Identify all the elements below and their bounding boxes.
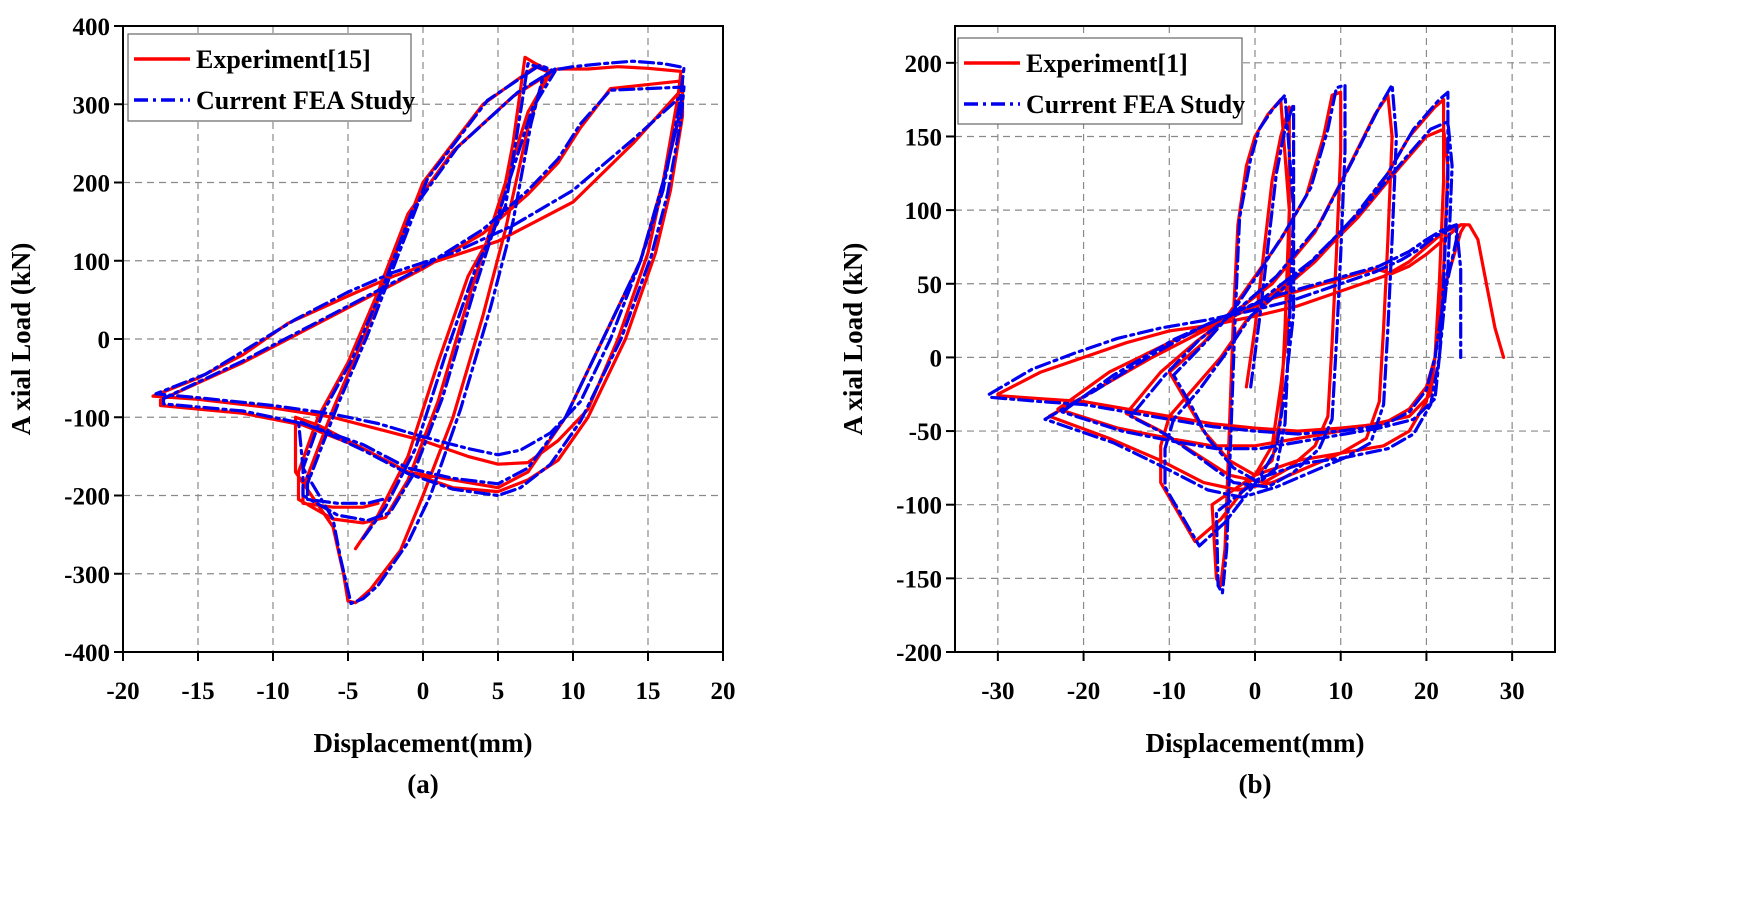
y-tick-label: -200 — [64, 484, 110, 511]
x-tick-label: -15 — [181, 678, 214, 705]
y-axis-label-a: A xial Load (kN) — [6, 243, 36, 436]
x-tick-label: -20 — [106, 678, 139, 705]
x-tick-label: -10 — [1153, 678, 1186, 705]
y-tick-label: 100 — [73, 249, 111, 276]
x-tick-label: 20 — [1414, 678, 1439, 705]
x-tick-label: 0 — [417, 678, 430, 705]
legend-b: Experiment[1] Current FEA Study — [957, 37, 1245, 125]
x-tick-label: 10 — [1328, 678, 1353, 705]
y-tick-label: -100 — [896, 493, 942, 520]
x-tick-label: -30 — [981, 678, 1014, 705]
y-tick-label: -200 — [896, 640, 942, 667]
legend-label-experiment: Experiment[1] — [1026, 49, 1188, 78]
series-layer-b — [987, 83, 1506, 595]
y-tick-label: -150 — [896, 566, 942, 593]
y-tick-label: 50 — [917, 272, 942, 299]
caption-a: (a) — [407, 769, 438, 799]
legend-a: Experiment[15] Current FEA Study — [127, 33, 415, 122]
y-tick-label: 0 — [930, 345, 943, 372]
x-tick-label: -10 — [256, 678, 289, 705]
legend-label-fea: Current FEA Study — [196, 86, 415, 115]
y-tick-label: 200 — [905, 51, 943, 78]
ticks-b: -30 -20 -10 0 10 20 30200150100500-50-100-150-… — [896, 51, 1524, 705]
x-tick-label: 15 — [636, 678, 661, 705]
y-tick-label: 400 — [73, 14, 111, 41]
x-tick-label: 5 — [492, 678, 505, 705]
y-tick-label: 100 — [905, 198, 943, 225]
series-line-current-fea-study — [154, 59, 686, 606]
y-tick-label: -100 — [64, 405, 110, 432]
x-axis-label-b: Displacement(mm) — [1146, 728, 1365, 758]
x-tick-label: 10 — [561, 678, 586, 705]
legend-box-a — [127, 33, 412, 122]
y-tick-label: 200 — [73, 171, 111, 198]
caption-b: (b) — [1239, 769, 1272, 799]
legend-box-b — [957, 37, 1243, 125]
y-tick-label: 300 — [73, 92, 111, 119]
y-tick-label: 0 — [98, 327, 111, 354]
x-tick-label: -20 — [1067, 678, 1100, 705]
y-tick-label: 150 — [905, 124, 943, 151]
x-axis-label-a: Displacement(mm) — [314, 728, 533, 758]
series-line-current-fea-study-ext — [987, 223, 1458, 436]
x-tick-label: 20 — [711, 678, 736, 705]
legend-label-experiment: Experiment[15] — [196, 45, 371, 74]
x-tick-label: -5 — [338, 678, 359, 705]
ticks-a: -20 -15 -10 -5 0 5 10 15 20 400 300 200 100 0 -100 -200… — [64, 14, 735, 705]
x-tick-label: 0 — [1249, 678, 1262, 705]
series-line-current-fea-study — [1043, 83, 1463, 595]
chart-panel-a: -20 -15 -10 -5 0 5 10 15 20 400 300 200 100 0 -100 -200… — [6, 14, 736, 799]
chart-panel-b: -30 -20 -10 0 10 20 30200150100500-50-100-150-… — [838, 25, 1556, 799]
y-tick-label: -400 — [64, 640, 110, 667]
legend-label-fea: Current FEA Study — [1026, 90, 1245, 119]
series-line-experiment-15- — [151, 55, 685, 605]
x-tick-label: 30 — [1500, 678, 1525, 705]
series-layer-a — [151, 55, 686, 606]
y-tick-label: -300 — [64, 562, 110, 589]
y-axis-label-b: A xial Load (kN) — [838, 243, 868, 436]
y-tick-label: -50 — [909, 419, 942, 446]
